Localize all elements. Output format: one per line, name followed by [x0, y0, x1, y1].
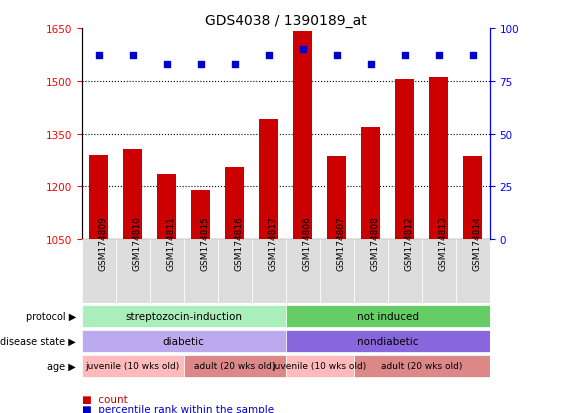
Bar — [82, 330, 285, 352]
Text: streptozocin-induction: streptozocin-induction — [125, 311, 242, 321]
Bar — [456, 240, 490, 304]
Bar — [252, 240, 286, 304]
Bar — [225, 168, 244, 240]
Bar — [354, 240, 388, 304]
Text: GSM174809: GSM174809 — [99, 215, 108, 270]
Text: ■  count: ■ count — [82, 394, 127, 404]
Point — [264, 53, 273, 59]
Bar — [123, 150, 142, 240]
Title: GDS4038 / 1390189_at: GDS4038 / 1390189_at — [205, 14, 367, 28]
Bar — [361, 127, 380, 240]
Text: not induced: not induced — [357, 311, 419, 321]
Bar — [285, 306, 490, 327]
Point — [332, 53, 341, 59]
Text: GSM174810: GSM174810 — [133, 215, 142, 270]
Text: adult (20 wks old): adult (20 wks old) — [381, 361, 462, 370]
Text: diabetic: diabetic — [163, 336, 204, 346]
Point — [434, 53, 443, 59]
Bar — [184, 355, 285, 377]
Bar — [260, 120, 278, 240]
Bar — [82, 306, 285, 327]
Bar — [82, 355, 184, 377]
Bar — [285, 330, 490, 352]
Bar — [320, 240, 354, 304]
Bar — [422, 240, 456, 304]
Point — [468, 53, 477, 59]
Text: disease state ▶: disease state ▶ — [0, 336, 76, 346]
Text: juvenile (10 wks old): juvenile (10 wks old) — [86, 361, 180, 370]
Point — [162, 62, 171, 68]
Text: GSM174816: GSM174816 — [235, 215, 244, 270]
Bar — [115, 240, 150, 304]
Text: GSM174807: GSM174807 — [337, 215, 346, 270]
Bar — [293, 33, 312, 240]
Bar — [90, 155, 108, 240]
Text: GSM174812: GSM174812 — [405, 216, 414, 270]
Text: GSM174814: GSM174814 — [473, 216, 482, 270]
Text: GSM174817: GSM174817 — [269, 215, 278, 270]
Point — [128, 53, 137, 59]
Text: nondiabetic: nondiabetic — [357, 336, 418, 346]
Point — [230, 62, 239, 68]
Point — [196, 62, 205, 68]
Text: protocol ▶: protocol ▶ — [26, 311, 76, 321]
Bar — [388, 240, 422, 304]
Bar — [191, 190, 210, 240]
Text: age ▶: age ▶ — [47, 361, 76, 371]
Text: GSM174813: GSM174813 — [439, 215, 448, 270]
Bar — [328, 157, 346, 240]
Point — [367, 62, 376, 68]
Text: GSM174811: GSM174811 — [167, 215, 176, 270]
Point — [94, 53, 103, 59]
Bar — [354, 355, 490, 377]
Text: GSM174808: GSM174808 — [371, 215, 380, 270]
Text: juvenile (10 wks old): juvenile (10 wks old) — [272, 361, 367, 370]
Bar — [82, 240, 115, 304]
Text: ■  percentile rank within the sample: ■ percentile rank within the sample — [82, 404, 274, 413]
Bar — [150, 240, 184, 304]
Text: adult (20 wks old): adult (20 wks old) — [194, 361, 275, 370]
Text: GSM174806: GSM174806 — [303, 215, 312, 270]
Bar — [285, 240, 320, 304]
Point — [400, 53, 409, 59]
Point — [298, 47, 307, 53]
Bar — [463, 157, 482, 240]
Text: GSM174815: GSM174815 — [200, 215, 209, 270]
Bar — [218, 240, 252, 304]
Bar — [157, 175, 176, 240]
Bar — [184, 240, 218, 304]
Bar — [285, 355, 354, 377]
Bar — [395, 80, 414, 240]
Bar — [430, 78, 448, 240]
